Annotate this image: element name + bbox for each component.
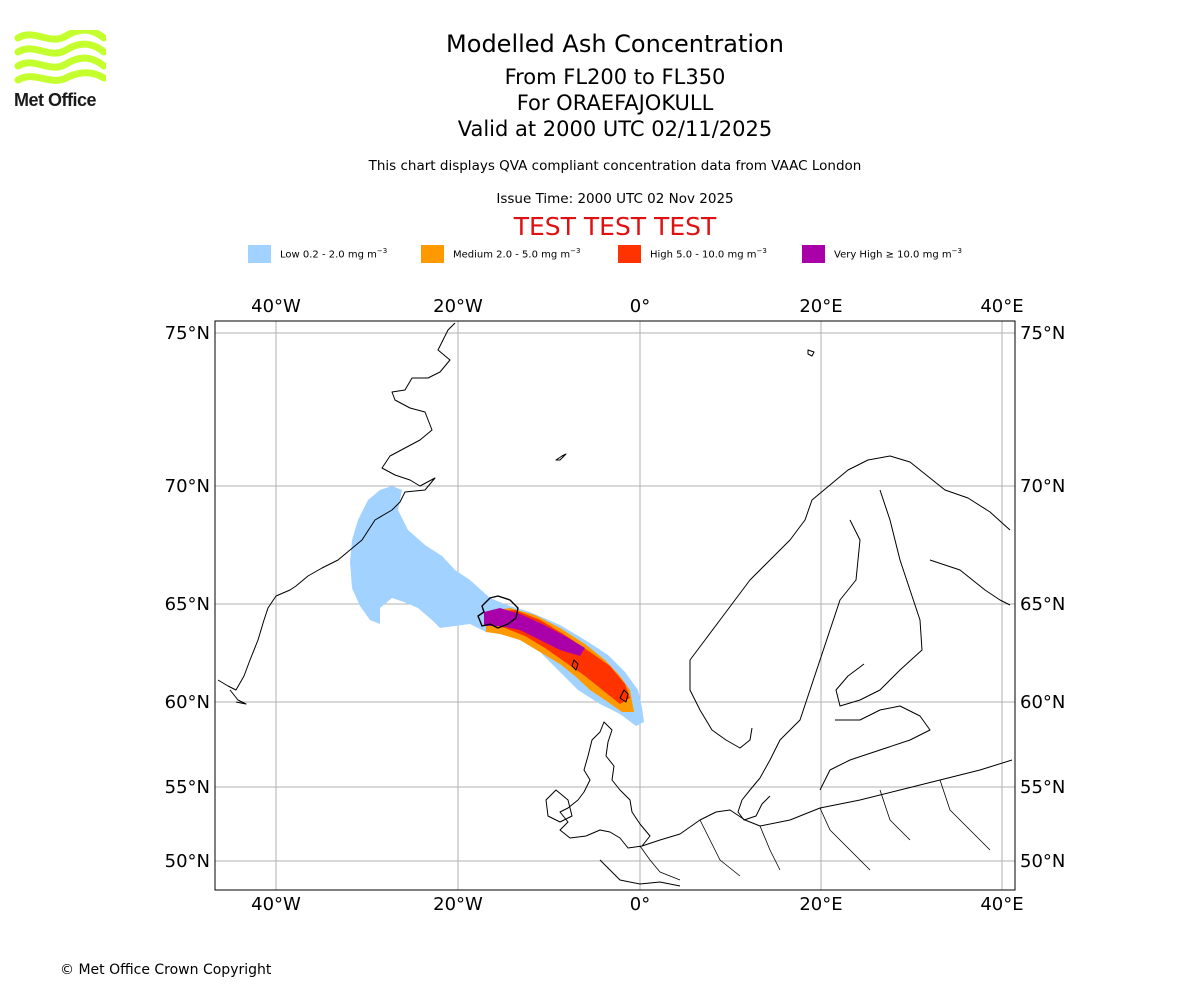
- valid-time: Valid at 2000 UTC 02/11/2025: [457, 117, 773, 141]
- ash-high: [490, 610, 630, 704]
- chart-title-block: From FL200 to FL350 For ORAEFAJOKULL Val…: [0, 64, 1200, 142]
- lat-tick-left: 70°N: [165, 476, 210, 497]
- lat-tick-right: 60°N: [1020, 692, 1065, 713]
- lat-tick-right: 50°N: [1020, 851, 1065, 872]
- country-borders: [639, 779, 991, 881]
- lat-tick-left: 75°N: [165, 323, 210, 344]
- lon-tick-top: 20°E: [799, 296, 842, 317]
- map-frame: [214, 320, 1016, 891]
- lon-tick-top: 40°E: [980, 296, 1023, 317]
- legend-label-high: High 5.0 - 10.0 mg m: [650, 249, 757, 261]
- faroe-coast: [571, 659, 579, 671]
- legend-item-low: Low 0.2 - 2.0 mg m−3: [248, 244, 387, 264]
- white-sea-coast: [929, 559, 1011, 606]
- legend-label-low: Low 0.2 - 2.0 mg m: [280, 249, 377, 261]
- chart-title: Modelled Ash Concentration: [446, 30, 784, 58]
- lon-tick-bottom: 20°W: [433, 894, 483, 915]
- finland-coast: [835, 489, 923, 707]
- legend-label-very-high: Very High ≥ 10.0 mg m: [834, 249, 952, 261]
- lat-tick-right: 70°N: [1020, 476, 1065, 497]
- great-britain-coast: [559, 721, 651, 849]
- test-banner: TEST TEST TEST: [513, 212, 717, 241]
- legend-swatch-low: [248, 245, 271, 263]
- legend-item-high: High 5.0 - 10.0 mg m−3: [618, 244, 767, 264]
- legend-label-medium: Medium 2.0 - 5.0 mg m: [453, 249, 571, 261]
- lon-tick-bottom: 40°E: [980, 894, 1023, 915]
- met-office-wave-icon: [14, 26, 108, 84]
- greenland-south-tip: [229, 689, 247, 705]
- jan-mayen-coast: [807, 349, 815, 357]
- legend-exp: −3: [376, 247, 388, 256]
- qva-subtitle: This chart displays QVA compliant concen…: [368, 158, 862, 174]
- coastlines: [217, 322, 1013, 887]
- copyright: © Met Office Crown Copyright: [60, 962, 272, 978]
- legend-exp: −3: [570, 247, 581, 256]
- issue-time: Issue Time: 2000 UTC 02 Nov 2025: [496, 191, 734, 207]
- lat-tick-right: 65°N: [1020, 594, 1065, 615]
- sweden-coast: [759, 519, 861, 779]
- lat-tick-right: 75°N: [1020, 323, 1065, 344]
- lat-tick-left: 65°N: [165, 594, 210, 615]
- iceland-coast: [477, 595, 519, 629]
- lat-tick-left: 60°N: [165, 692, 210, 713]
- flight-level-range: From FL200 to FL350: [504, 65, 726, 89]
- graticule: [215, 321, 1015, 890]
- norway-south-coast: [689, 660, 753, 749]
- legend-exp: −3: [756, 247, 767, 256]
- lat-tick-left: 50°N: [165, 851, 210, 872]
- ireland-coast: [545, 789, 573, 823]
- lat-tick-left: 55°N: [165, 777, 210, 798]
- legend-swatch-very-high: [802, 245, 825, 263]
- met-office-logo: Met Office: [14, 26, 108, 112]
- volcano-name: For ORAEFAJOKULL: [516, 91, 714, 115]
- lon-tick-bottom: 20°E: [799, 894, 842, 915]
- legend-item-very-high: Very High ≥ 10.0 mg m−3: [802, 244, 962, 264]
- lon-tick-top: 40°W: [251, 296, 301, 317]
- legend-swatch-high: [618, 245, 641, 263]
- baltic-coast: [819, 705, 931, 791]
- france-coast: [599, 859, 681, 887]
- logo-text: Met Office: [14, 90, 97, 110]
- denmark-coast: [737, 777, 771, 821]
- legend-item-medium: Medium 2.0 - 5.0 mg m−3: [421, 244, 580, 264]
- greenland-coast: [217, 322, 456, 691]
- norway-coast: [689, 455, 1011, 661]
- small-island-coast: [555, 453, 567, 461]
- legend-exp: −3: [951, 247, 962, 256]
- legend-swatch-medium: [421, 245, 444, 263]
- shetland-coast: [619, 689, 629, 703]
- ash-very-high: [484, 608, 585, 656]
- map-background: [215, 321, 1015, 890]
- lat-tick-right: 55°N: [1020, 777, 1065, 798]
- lon-tick-bottom: 40°W: [251, 894, 301, 915]
- lon-tick-bottom: 0°: [630, 894, 650, 915]
- lon-tick-top: 0°: [630, 296, 650, 317]
- lon-tick-top: 20°W: [433, 296, 483, 317]
